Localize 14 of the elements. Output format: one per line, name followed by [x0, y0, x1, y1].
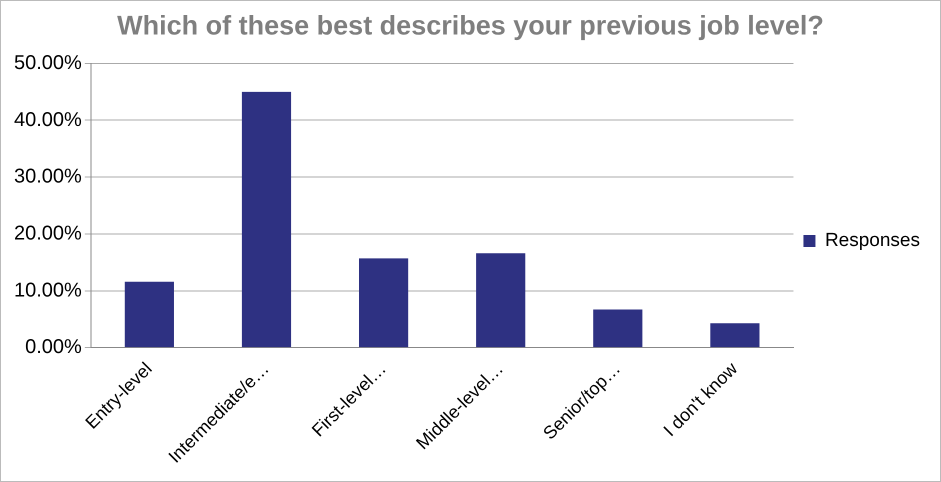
y-tick-label: 50.00% — [14, 52, 82, 74]
bar — [593, 310, 642, 348]
y-tick-label: 10.00% — [14, 279, 82, 302]
bar — [358, 258, 408, 348]
y-tick-label: 30.00% — [14, 166, 82, 188]
y-tick-label: 20.00% — [14, 222, 82, 244]
chart-title: Which of these best describes your previous job level? — [117, 10, 824, 41]
bar — [476, 253, 526, 348]
y-tick-label: 0.00% — [25, 336, 82, 358]
bar — [710, 323, 760, 348]
y-tick-label: 40.00% — [14, 108, 82, 131]
bar — [242, 92, 292, 348]
bar — [124, 282, 174, 348]
legend-label: Responses — [824, 230, 920, 252]
